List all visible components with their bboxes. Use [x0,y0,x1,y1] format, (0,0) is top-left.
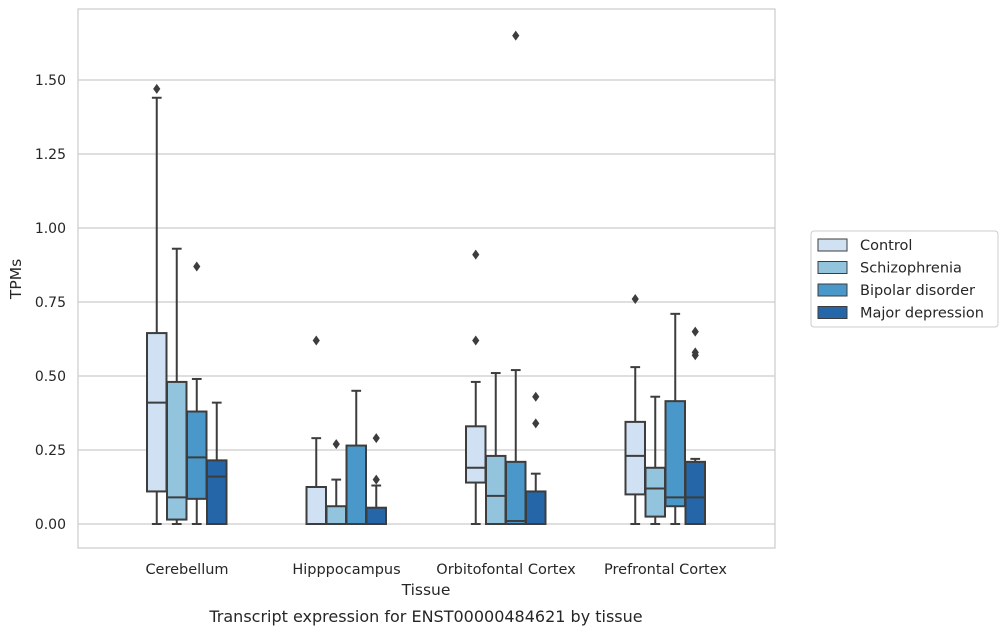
legend-swatch [817,238,848,252]
y-tick-label: 1.00 [35,221,66,237]
box-schizophrenia [325,439,347,525]
outlier-marker [372,474,380,485]
chart-caption: Transcript expression for ENST0000048462… [208,607,642,626]
y-tick-label: 0.50 [35,369,66,385]
box-body [485,454,507,526]
box-major-depression [365,433,387,526]
outlier-marker [472,335,480,346]
y-tick-label: 1.50 [35,73,66,89]
y-tick-label: 0.00 [35,517,66,533]
outlier-marker [312,335,320,346]
box-major-depression [684,326,706,525]
outlier-marker [472,249,480,260]
box-control [624,294,646,525]
box-bipolar-disorder [186,261,208,525]
box-body [146,332,168,493]
box-control [465,249,487,525]
box-major-depression [525,391,547,526]
y-axis-ticks: 0.00 0.25 0.50 0.75 1.00 1.25 1.50 [35,73,66,533]
box-body [624,420,646,496]
outlier-marker [532,391,540,402]
x-axis-ticks: Cerebellum Hipppocampus Orbitofontal Corte… [145,562,727,578]
legend: Control Schizophrenia Bipolar disorder Majo… [810,230,999,328]
box-body [365,506,387,526]
box-body [186,410,208,500]
legend-frame [810,230,999,328]
box-bipolar-disorder [505,30,527,525]
box-bipolar-disorder [664,312,686,525]
legend-swatch [817,306,848,319]
legend-swatch [817,283,848,297]
box-series [146,30,706,526]
outlier-marker [691,347,699,358]
box-body [465,425,487,484]
box-body [505,460,527,525]
outlier-marker [532,418,540,429]
outlier-marker [193,261,201,272]
box-schizophrenia [166,247,188,525]
x-axis-label: Tissue [401,581,451,599]
outlier-marker [332,439,340,450]
x-tick-label: Orbitofontal Cortex [436,562,576,578]
y-axis-label: TPMs [7,259,25,300]
box-control [146,83,168,525]
box-body [684,460,706,525]
outlier-marker [153,83,161,94]
box-major-depression [206,401,228,525]
outlier-marker [512,30,520,41]
legend-label: Major depression [860,306,984,322]
x-tick-label: Hipppocampus [292,562,400,578]
outlier-marker [631,294,639,305]
box-body [345,444,367,525]
box-body [305,486,327,525]
x-tick-label: Prefrontal Cortex [604,562,727,578]
legend-label: Schizophrenia [860,261,962,277]
box-body [325,505,347,525]
box-body [166,380,188,521]
legend-swatch [817,261,848,274]
box-control [305,335,327,525]
box-body [525,490,547,526]
outlier-marker [691,326,699,337]
box-schizophrenia [485,372,507,526]
box-schizophrenia [644,395,666,525]
box-bipolar-disorder [345,389,367,525]
box-body [206,459,228,525]
plot-frame [77,8,776,549]
box-body [664,400,686,508]
box-body [644,466,666,518]
x-tick-label: Cerebellum [145,562,228,578]
y-tick-label: 1.25 [35,147,66,163]
y-tick-label: 0.25 [35,443,66,459]
legend-label: Bipolar disorder [860,283,975,299]
y-tick-label: 0.75 [35,295,66,311]
outlier-marker [372,433,380,444]
legend-label: Control [860,238,912,254]
